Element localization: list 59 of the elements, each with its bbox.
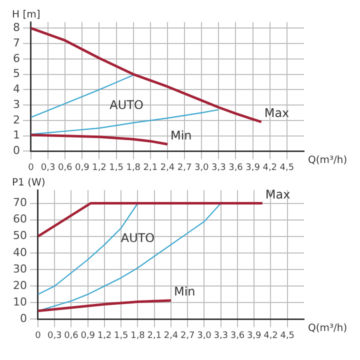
- x-tick-label: 0,9: [75, 162, 90, 173]
- y-tick-label: 0: [13, 144, 20, 158]
- series-label: Max: [265, 187, 290, 202]
- x-tick-label: 3,3: [214, 330, 228, 341]
- y-tick-label: 6: [13, 52, 20, 65]
- x-tick-label: 2,1: [147, 330, 162, 341]
- y-tick-label: 70: [12, 196, 27, 210]
- y-tick-label: 3: [13, 98, 20, 111]
- x-tick-label: 4,2: [264, 330, 278, 341]
- annotation: AUTO: [110, 98, 144, 112]
- x-tick-label: 3,6: [228, 162, 244, 173]
- x-tick-label: 0,6: [64, 330, 79, 341]
- y-tick-label: 50: [12, 229, 27, 242]
- series-label: Min: [174, 284, 196, 299]
- x-tick-label: 2,7: [180, 330, 195, 341]
- x-tick-label: 1,5: [109, 162, 124, 173]
- x-axis-title: Q(m³/h): [308, 322, 348, 334]
- x-tick-label: 0,9: [80, 330, 96, 341]
- annotation: AUTO: [120, 231, 155, 246]
- y-tick-label: 40: [12, 246, 27, 259]
- x-tick-label: 2,7: [177, 162, 192, 173]
- x-tick-label: 4,5: [280, 162, 294, 173]
- x-tick-label: 3,6: [230, 330, 245, 341]
- y-tick-label: 0: [20, 312, 27, 326]
- x-tick-label: 0: [35, 330, 42, 341]
- series-label: Min: [170, 128, 192, 142]
- x-tick-label: 3,0: [194, 162, 210, 173]
- x-tick-label: 1,5: [114, 330, 128, 341]
- x-tick-label: 4,5: [280, 330, 295, 341]
- x-tick-label: 0,6: [58, 162, 73, 173]
- x-tick-label: 0,3: [40, 162, 56, 173]
- y-tick-label: 1: [13, 128, 20, 142]
- x-tick-label: 0,3: [47, 330, 62, 341]
- x-tick-label: 3,9: [246, 330, 262, 341]
- y-tick-label: 5: [13, 67, 20, 80]
- y-axis-title: H [m]: [12, 10, 40, 21]
- x-tick-label: 3,0: [197, 330, 212, 341]
- x-tick-label: 1,2: [97, 330, 112, 341]
- y-tick-label: 30: [12, 262, 27, 276]
- y-axis-title: P1 (W): [12, 178, 46, 189]
- x-tick-label: 3,3: [212, 162, 226, 173]
- y-tick-label: 60: [12, 212, 27, 226]
- x-axis-title: Q(m³/h): [308, 154, 348, 166]
- series-label: Max: [264, 106, 290, 120]
- y-tick-label: 4: [13, 82, 20, 96]
- y-tick-label: 2: [13, 113, 20, 126]
- x-tick-label: 1,2: [92, 162, 106, 173]
- x-tick-label: 2,4: [164, 330, 178, 341]
- y-tick-label: 20: [12, 278, 27, 292]
- x-tick-label: 1,8: [126, 162, 141, 173]
- x-tick-label: 1,8: [130, 330, 146, 341]
- x-tick-label: 4,2: [262, 162, 278, 173]
- x-tick-label: 3,9: [246, 162, 260, 173]
- y-tick-label: 10: [12, 295, 27, 308]
- x-tick-label: 2,1: [143, 162, 158, 173]
- x-tick-label: 0: [28, 162, 34, 173]
- x-tick-label: 2,4: [160, 162, 175, 173]
- y-tick-label: 7: [13, 36, 20, 50]
- y-tick-label: 8: [13, 21, 20, 34]
